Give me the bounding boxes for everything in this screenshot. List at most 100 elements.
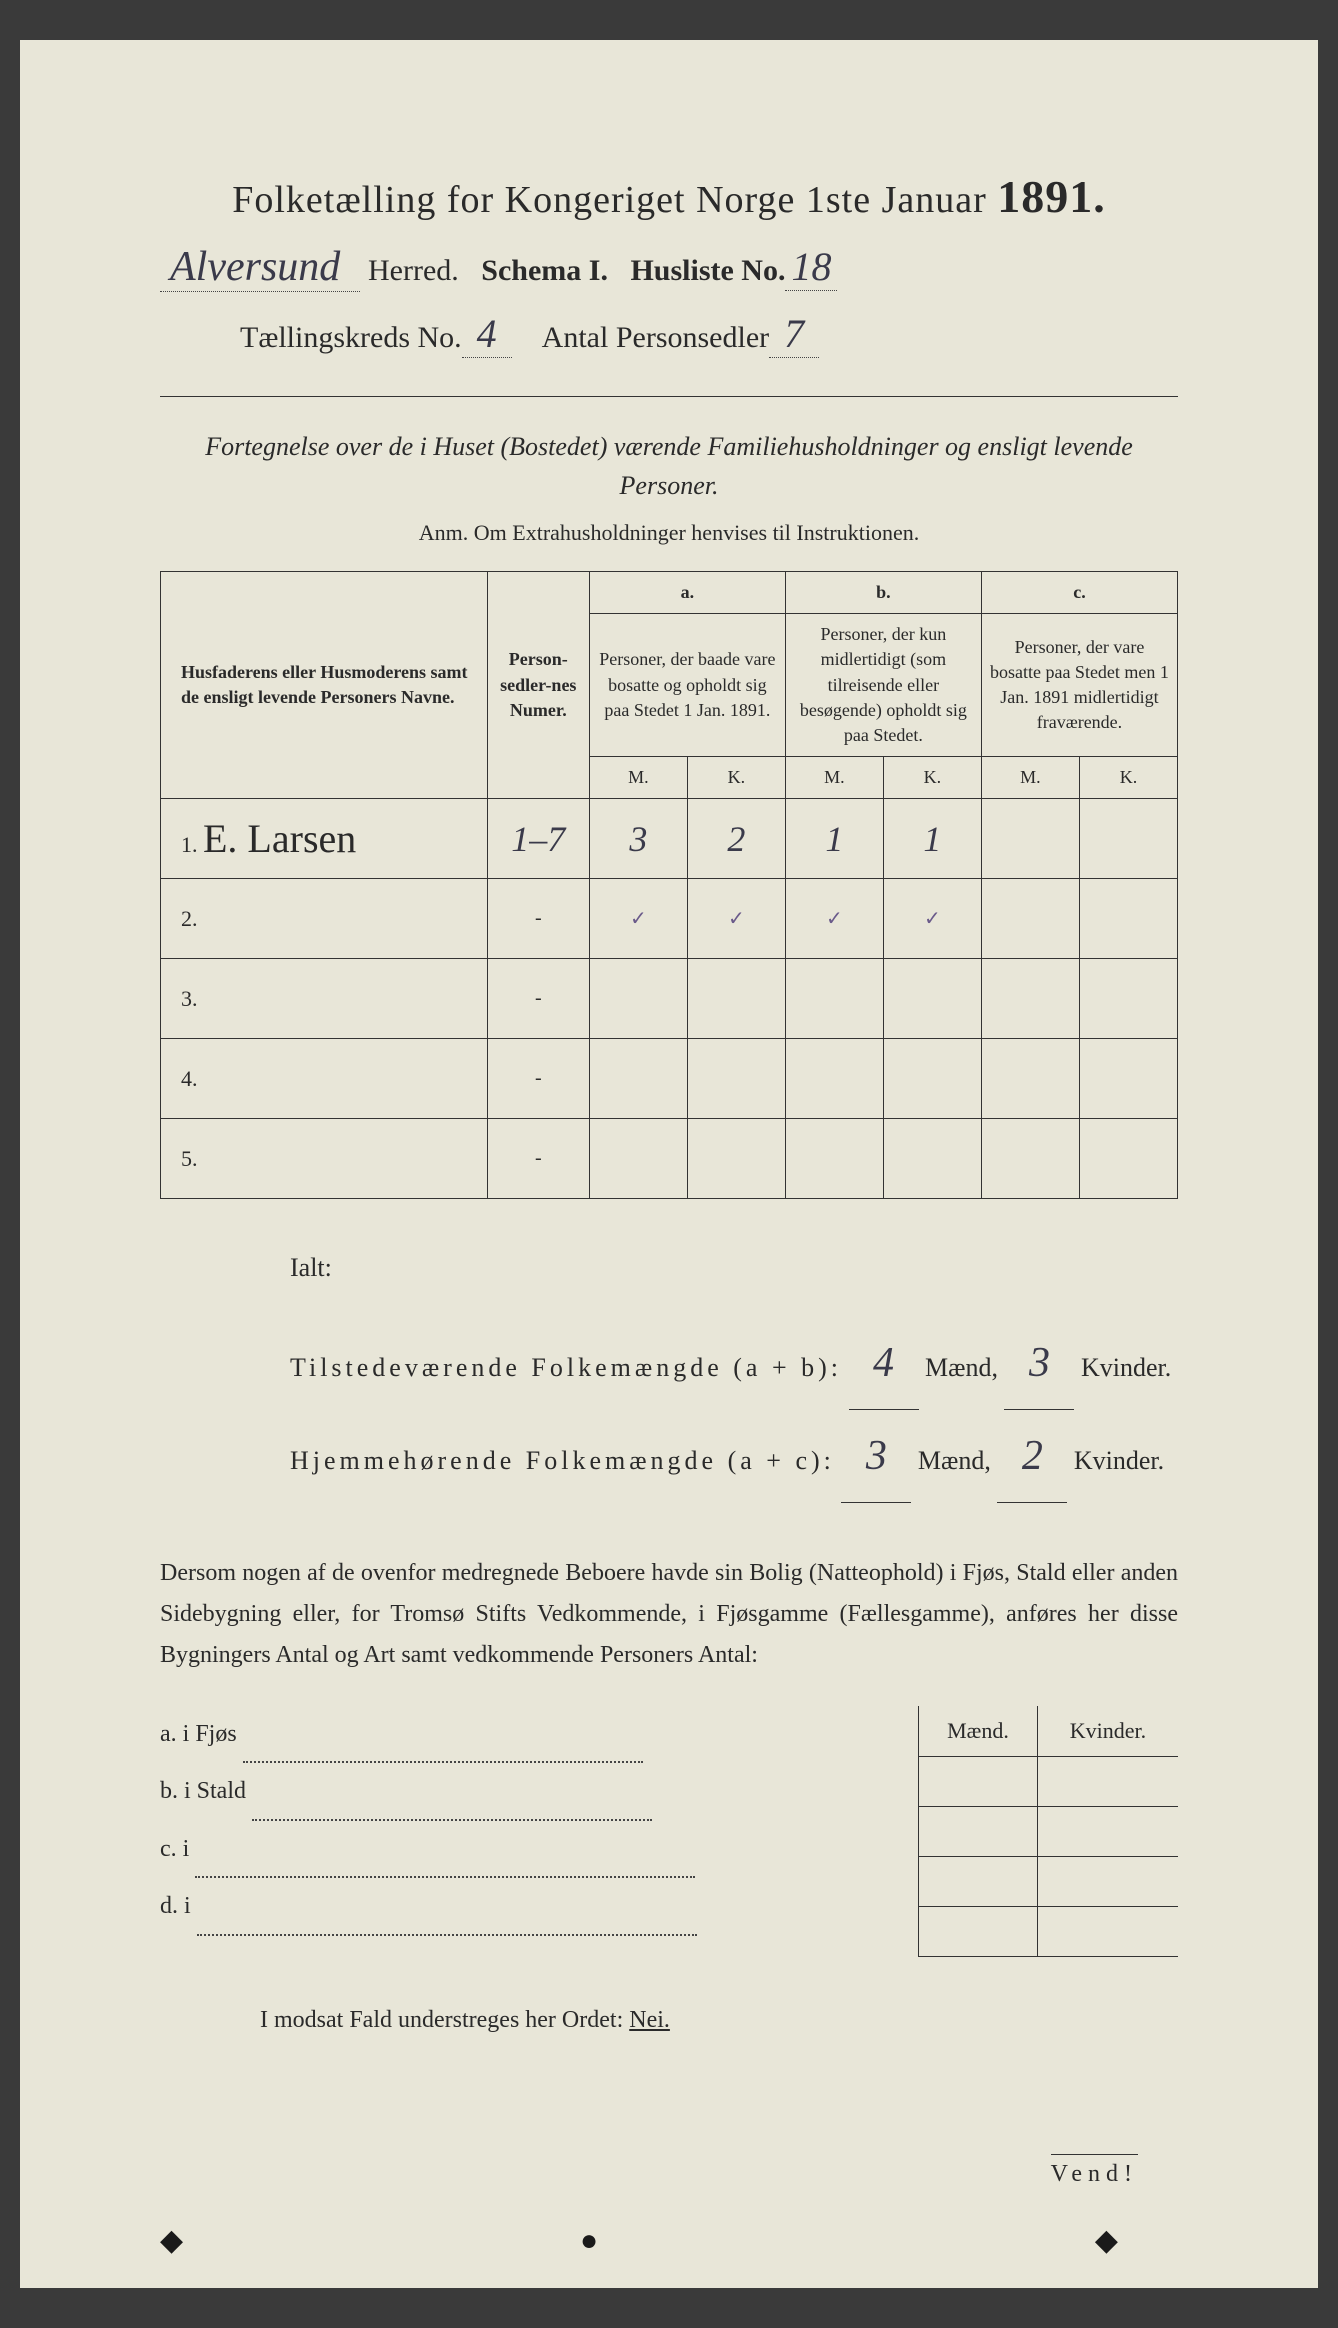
cell (1037, 1856, 1178, 1906)
cell-ck (1079, 799, 1177, 879)
building-item: b. i Stald (160, 1763, 918, 1821)
table-body: 1. E. Larsen 1–7 3 2 1 1 2. - ✓ ✓ ✓ ✓ (161, 799, 1178, 1199)
page-title: Folketælling for Kongeriget Norge 1ste J… (160, 170, 1178, 223)
row-number: 1. (181, 832, 198, 857)
ink-mark-icon: ◆ (1095, 2223, 1118, 2258)
th-c-label: c. (981, 572, 1177, 614)
cell-bm: ✓ (785, 879, 883, 959)
cell-bk: 1 (883, 799, 981, 879)
building-paragraph: Dersom nogen af de ovenfor medregnede Be… (160, 1553, 1178, 1675)
table-row: 1. E. Larsen 1–7 3 2 1 1 (161, 799, 1178, 879)
th-a-desc: Personer, der baade vare bosatte og opho… (589, 614, 785, 757)
row-numer: - (487, 959, 589, 1039)
present-m: 4 (849, 1317, 919, 1410)
th-ck: K. (1079, 757, 1177, 799)
ink-mark-icon: ◆ (160, 2223, 183, 2258)
cell (919, 1756, 1037, 1806)
title-main: Folketælling for Kongeriget Norge 1ste J… (232, 179, 987, 221)
building-label: b. i Stald (160, 1778, 246, 1804)
cell-ak: ✓ (687, 879, 785, 959)
row-label: 5. (161, 1119, 488, 1199)
cell-bk (883, 1039, 981, 1119)
table-row: 2. - ✓ ✓ ✓ ✓ (161, 879, 1178, 959)
herred-value: Alversund (160, 243, 360, 292)
present-label: Tilstedeværende Folkemængde (a + b): (290, 1353, 842, 1382)
resident-label: Hjemmehørende Folkemængde (a + c): (290, 1446, 835, 1475)
anm-note: Anm. Om Extrahusholdninger henvises til … (160, 520, 1178, 546)
present-k: 3 (1004, 1317, 1074, 1410)
cell-cm (981, 959, 1079, 1039)
building-label: a. i Fjøs (160, 1721, 237, 1747)
cell-bm (785, 1039, 883, 1119)
cell (1037, 1756, 1178, 1806)
th-bk: K. (883, 757, 981, 799)
dotted-line (195, 1854, 695, 1878)
cell-bk: ✓ (883, 879, 981, 959)
schema-label: Schema I. (481, 254, 608, 288)
cell-ck (1079, 959, 1177, 1039)
th-ak: K. (687, 757, 785, 799)
bottom-instruction: I modsat Fald understreges her Ordet: Ne… (260, 2007, 1178, 2034)
row-numer: - (487, 1119, 589, 1199)
totals-line-2: Hjemmehørende Folkemængde (a + c): 3 Mæn… (290, 1410, 1178, 1503)
cell (1037, 1806, 1178, 1856)
cell-cm (981, 1119, 1079, 1199)
cell-cm (981, 1039, 1079, 1119)
household-table: Husfaderens eller Husmoderens samt de en… (160, 571, 1178, 1199)
cell-am (589, 1119, 687, 1199)
row-label: 2. (161, 879, 488, 959)
kvinder-label: Kvinder. (1081, 1353, 1171, 1382)
cell-bm (785, 959, 883, 1039)
header-line-2: Tællingskreds No. 4 Antal Personsedler 7 (160, 310, 1178, 358)
th-name: Husfaderens eller Husmoderens samt de en… (161, 572, 488, 799)
cell-am: 3 (589, 799, 687, 879)
totals-section: Ialt: Tilstedeværende Folkemængde (a + b… (290, 1239, 1178, 1503)
antal-value: 7 (769, 310, 819, 358)
row-label: 3. (161, 959, 488, 1039)
building-counts-table: Mænd. Kvinder. (918, 1706, 1178, 1957)
herred-label: Herred. (368, 254, 459, 288)
header-section: Alversund Herred. Schema I. Husliste No.… (160, 243, 1178, 397)
ink-mark-icon: ● (580, 2224, 598, 2258)
dotted-line (197, 1912, 697, 1936)
cell-am (589, 959, 687, 1039)
row-label: 1. E. Larsen (161, 799, 488, 879)
building-section: a. i Fjøs b. i Stald c. i d. i Mænd. Kvi… (160, 1706, 1178, 1957)
row-numer: 1–7 (487, 799, 589, 879)
th-maend: Mænd. (919, 1706, 1037, 1757)
table-row: 3. - (161, 959, 1178, 1039)
cell (919, 1806, 1037, 1856)
subtitle: Fortegnelse over de i Huset (Bostedet) v… (160, 427, 1178, 505)
cell-bk (883, 959, 981, 1039)
th-c-desc: Personer, der vare bosatte paa Stedet me… (981, 614, 1177, 757)
building-item: a. i Fjøs (160, 1706, 918, 1764)
building-label: d. i (160, 1893, 191, 1919)
cell-am: ✓ (589, 879, 687, 959)
cell-ak: 2 (687, 799, 785, 879)
row-numer: - (487, 1039, 589, 1119)
th-kvinder: Kvinder. (1037, 1706, 1178, 1757)
cell-bm (785, 1119, 883, 1199)
cell-ak (687, 1039, 785, 1119)
bottom-text: I modsat Fald understreges her Ordet: (260, 2007, 629, 2033)
th-bm: M. (785, 757, 883, 799)
header-line-1: Alversund Herred. Schema I. Husliste No.… (160, 243, 1178, 292)
row-label: 4. (161, 1039, 488, 1119)
cell (919, 1906, 1037, 1956)
totals-line-1: Tilstedeværende Folkemængde (a + b): 4 M… (290, 1317, 1178, 1410)
row-numer: - (487, 879, 589, 959)
building-list: a. i Fjøs b. i Stald c. i d. i (160, 1706, 918, 1957)
title-year: 1891. (997, 171, 1106, 222)
building-item: c. i (160, 1821, 918, 1879)
th-numer: Person-sedler-nes Numer. (487, 572, 589, 799)
turn-over-label: Vend! (1051, 2154, 1138, 2188)
kreds-label: Tællingskreds No. (240, 321, 462, 355)
ialt-label: Ialt: (290, 1239, 1178, 1296)
building-item: d. i (160, 1878, 918, 1936)
th-a-label: a. (589, 572, 785, 614)
kvinder-label: Kvinder. (1074, 1446, 1164, 1475)
cell-ck (1079, 1119, 1177, 1199)
husliste-value: 18 (785, 243, 837, 291)
cell-cm (981, 879, 1079, 959)
antal-label: Antal Personsedler (542, 321, 769, 355)
